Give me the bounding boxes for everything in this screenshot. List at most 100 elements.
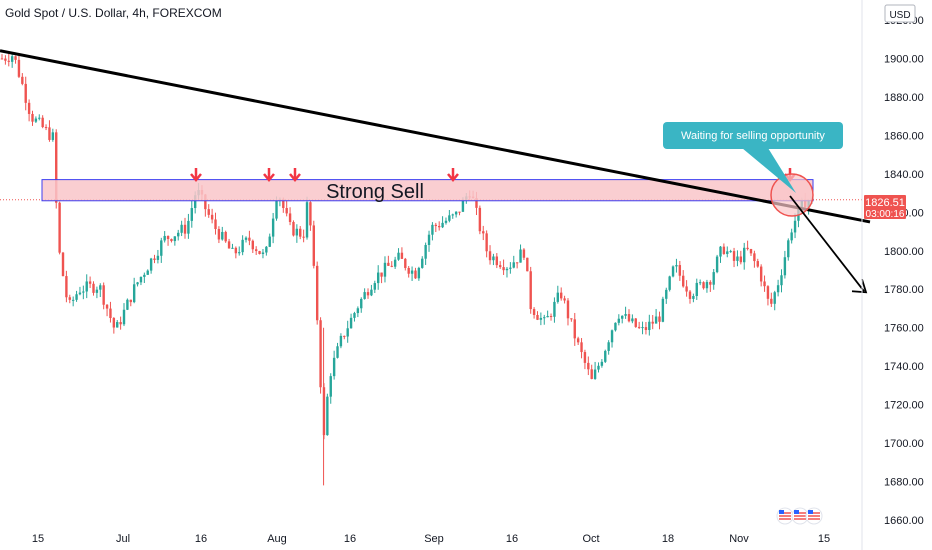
candle-body xyxy=(105,304,109,309)
candle xyxy=(607,340,610,355)
candle xyxy=(780,269,783,293)
candle xyxy=(251,239,254,253)
candle xyxy=(78,286,82,296)
candle-body xyxy=(583,352,587,363)
candle xyxy=(431,222,434,241)
candle xyxy=(404,257,407,271)
x-tick-label: 15 xyxy=(32,533,44,545)
candle-body xyxy=(312,225,315,266)
candle-body xyxy=(58,202,61,253)
peak-marker xyxy=(289,168,301,182)
sell-zone[interactable] xyxy=(41,179,814,202)
candle xyxy=(712,269,715,290)
candle-body xyxy=(692,296,695,299)
y-tick-label: 1840.00 xyxy=(884,169,924,181)
candle-body xyxy=(787,240,790,258)
candle xyxy=(51,128,55,142)
candle xyxy=(665,287,668,304)
candle xyxy=(661,296,665,323)
candle xyxy=(163,231,166,243)
candle-body xyxy=(648,321,651,331)
candle xyxy=(177,229,180,241)
chart-title: Gold Spot / U.S. Dollar, 4h, FOREXCOM xyxy=(5,6,222,20)
candle-body xyxy=(292,221,295,236)
candle xyxy=(149,257,153,274)
currency-label: USD xyxy=(889,10,910,21)
candle xyxy=(48,120,51,142)
candle xyxy=(417,266,421,281)
candle-body xyxy=(149,258,153,271)
candle xyxy=(610,329,614,348)
candle xyxy=(671,265,675,278)
candle xyxy=(546,310,549,318)
candle xyxy=(536,311,539,321)
candle xyxy=(285,200,288,217)
candle xyxy=(482,225,485,241)
candle-body xyxy=(251,240,254,250)
candle-body xyxy=(675,265,678,267)
candle xyxy=(383,256,387,283)
candle-body xyxy=(48,127,51,140)
candle-body xyxy=(221,231,224,240)
candle-body xyxy=(631,318,634,322)
candle-body xyxy=(563,298,566,301)
candle-body xyxy=(719,246,722,257)
candle-body xyxy=(329,376,332,397)
peak-marker-head xyxy=(289,173,301,182)
candle-body xyxy=(204,194,207,210)
candle xyxy=(85,274,88,299)
candle-body xyxy=(241,239,244,253)
candle xyxy=(543,314,546,325)
candle xyxy=(583,349,587,370)
callout-box xyxy=(663,122,843,149)
candle-body xyxy=(580,342,583,353)
y-tick-label: 1800.00 xyxy=(884,246,924,258)
candle xyxy=(238,246,241,256)
candle-body xyxy=(109,308,112,319)
candle-body xyxy=(793,220,797,233)
candle-body xyxy=(119,322,122,325)
candle xyxy=(180,220,183,237)
y-tick-label: 1900.00 xyxy=(884,53,924,65)
candle-body xyxy=(444,220,448,223)
candle-body xyxy=(753,253,756,262)
candle-body xyxy=(431,224,434,235)
candle-body xyxy=(702,282,705,289)
candle xyxy=(400,247,404,259)
candle xyxy=(143,272,146,283)
candle xyxy=(722,243,726,255)
candle xyxy=(593,361,597,380)
candle-body xyxy=(763,281,766,287)
candle-body xyxy=(393,259,397,267)
candle-body xyxy=(122,309,126,325)
peak-marker-head xyxy=(190,173,202,182)
candle-body xyxy=(746,247,749,250)
candle xyxy=(109,301,112,323)
candle-body xyxy=(434,224,438,227)
candle-body xyxy=(475,198,478,208)
x-tick-label: Nov xyxy=(729,533,749,545)
candle-body xyxy=(370,289,373,296)
callout: Waiting for selling opportunity xyxy=(663,122,843,193)
candle-body xyxy=(448,215,451,221)
currency-badge[interactable]: USD xyxy=(884,4,916,23)
x-tick-label: Jul xyxy=(116,533,130,545)
candle-body xyxy=(539,317,543,320)
candle-body xyxy=(627,314,631,322)
candle xyxy=(414,267,417,279)
candle-body xyxy=(685,286,688,292)
candle xyxy=(288,207,292,226)
peak-markers xyxy=(190,168,796,182)
candle-body xyxy=(410,270,414,274)
candle xyxy=(346,320,349,343)
event-flags[interactable] xyxy=(776,507,823,525)
candle-body xyxy=(766,286,770,299)
candle xyxy=(214,212,217,235)
candle-body xyxy=(695,282,698,297)
candle xyxy=(332,350,336,380)
trendline[interactable] xyxy=(0,49,871,224)
candle xyxy=(505,266,509,278)
flag-canton xyxy=(808,510,813,514)
candle-body xyxy=(261,252,265,255)
